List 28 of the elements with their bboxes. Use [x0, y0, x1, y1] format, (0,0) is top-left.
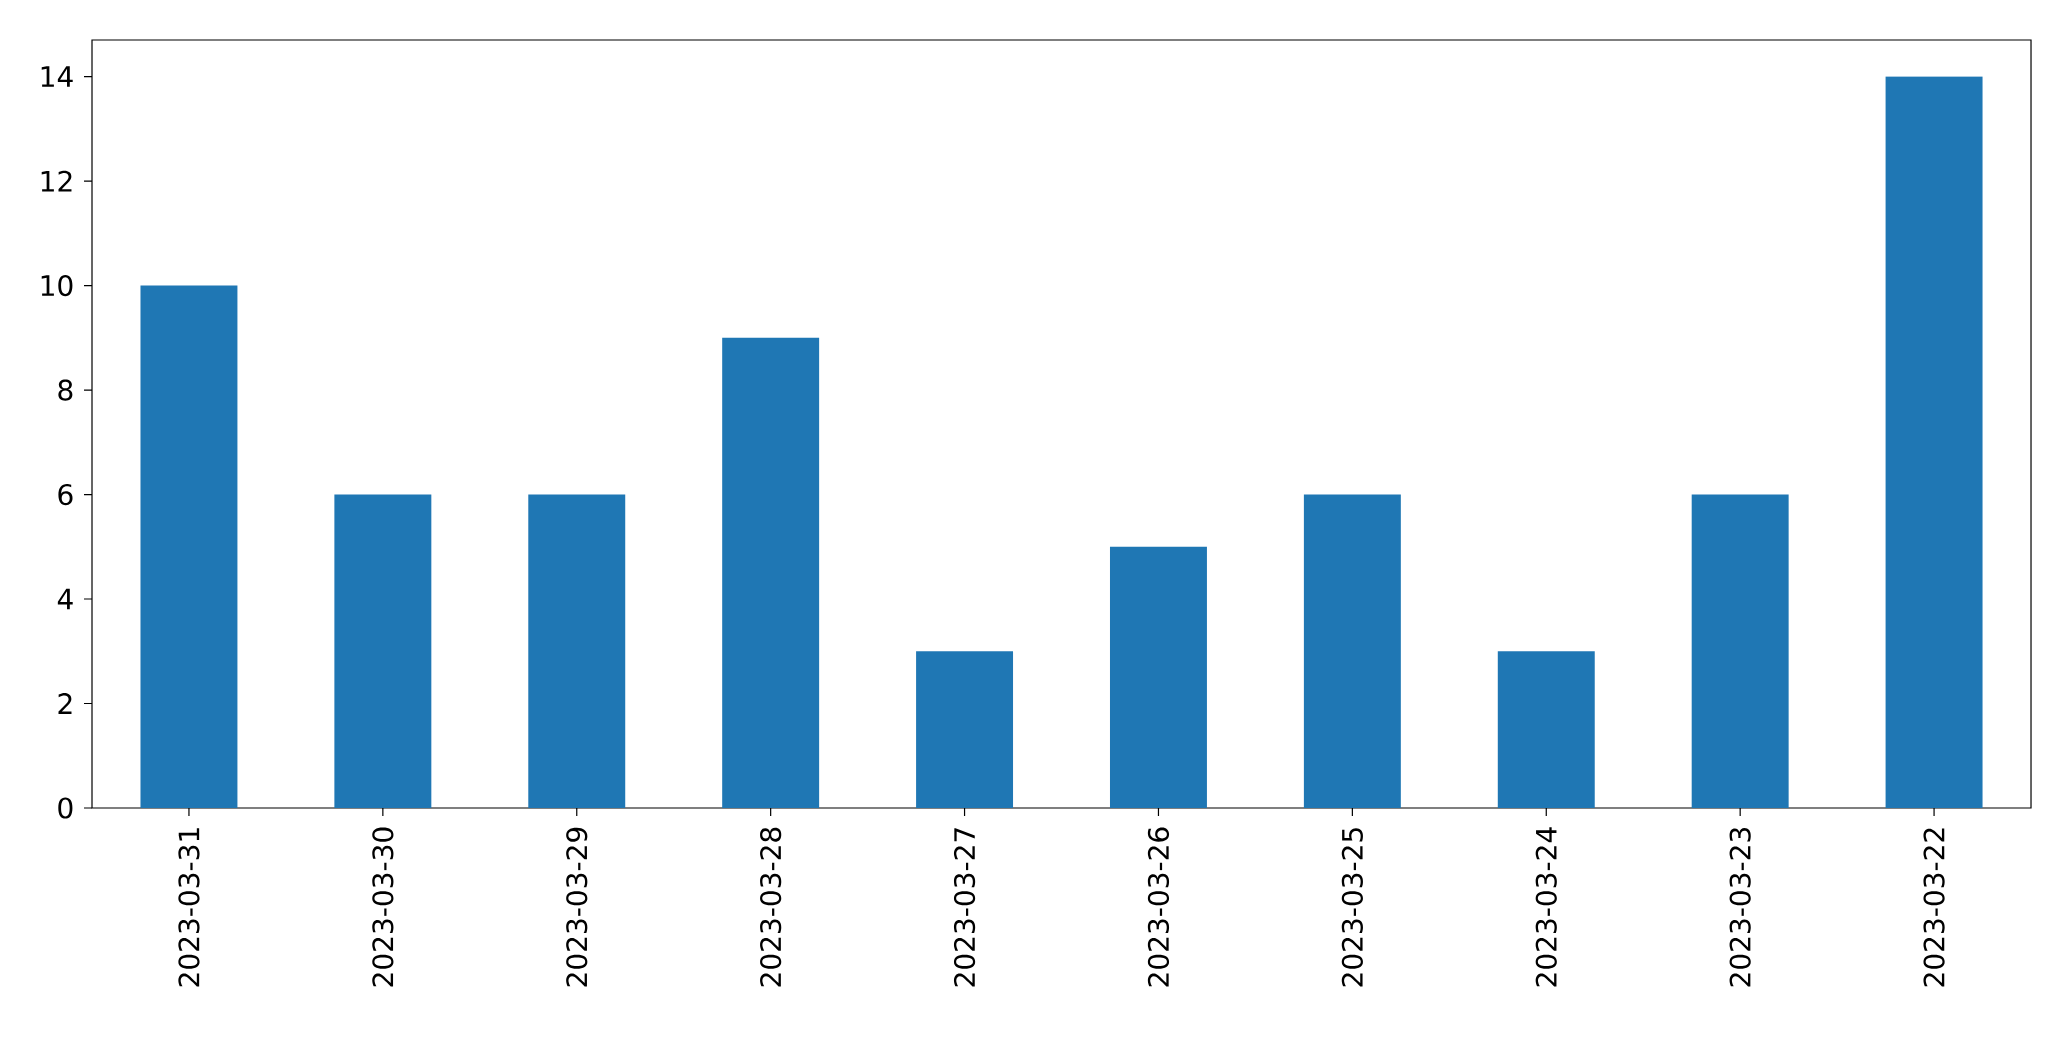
bar [140, 285, 238, 808]
x-tick-label: 2023-03-29 [566, 827, 588, 987]
x-tick-label: 2023-03-28 [760, 827, 782, 987]
x-tick-label: 2023-03-30 [372, 827, 394, 987]
bar [1497, 651, 1595, 808]
bar [334, 494, 432, 808]
y-tick-label: 8 [58, 379, 73, 401]
x-tick-label: 2023-03-27 [953, 828, 976, 987]
y-tick-label: 14 [41, 66, 73, 87]
x-tick-label: 2023-03-22 [1923, 828, 1945, 987]
y-tick-label: 0 [58, 797, 73, 819]
x-tick-label: 2023-03-26 [1147, 827, 1170, 987]
bar [1885, 76, 1983, 808]
bar [1303, 494, 1401, 808]
bar [1691, 494, 1789, 808]
bar [916, 651, 1014, 808]
bar [1109, 546, 1207, 808]
y-tick-label: 10 [41, 274, 73, 297]
bar [528, 494, 626, 808]
x-tick-label: 2023-03-31 [178, 828, 200, 987]
y-tick-label: 6 [58, 483, 73, 506]
y-tick-label: 2 [58, 693, 72, 714]
x-tick-label: 2023-03-24 [1535, 827, 1557, 987]
bar [722, 337, 820, 808]
y-tick-label: 12 [41, 170, 72, 192]
x-tick-label: 2023-03-23 [1729, 828, 1751, 987]
x-tick-label: 2023-03-25 [1341, 828, 1363, 987]
y-tick-label: 4 [57, 588, 73, 610]
